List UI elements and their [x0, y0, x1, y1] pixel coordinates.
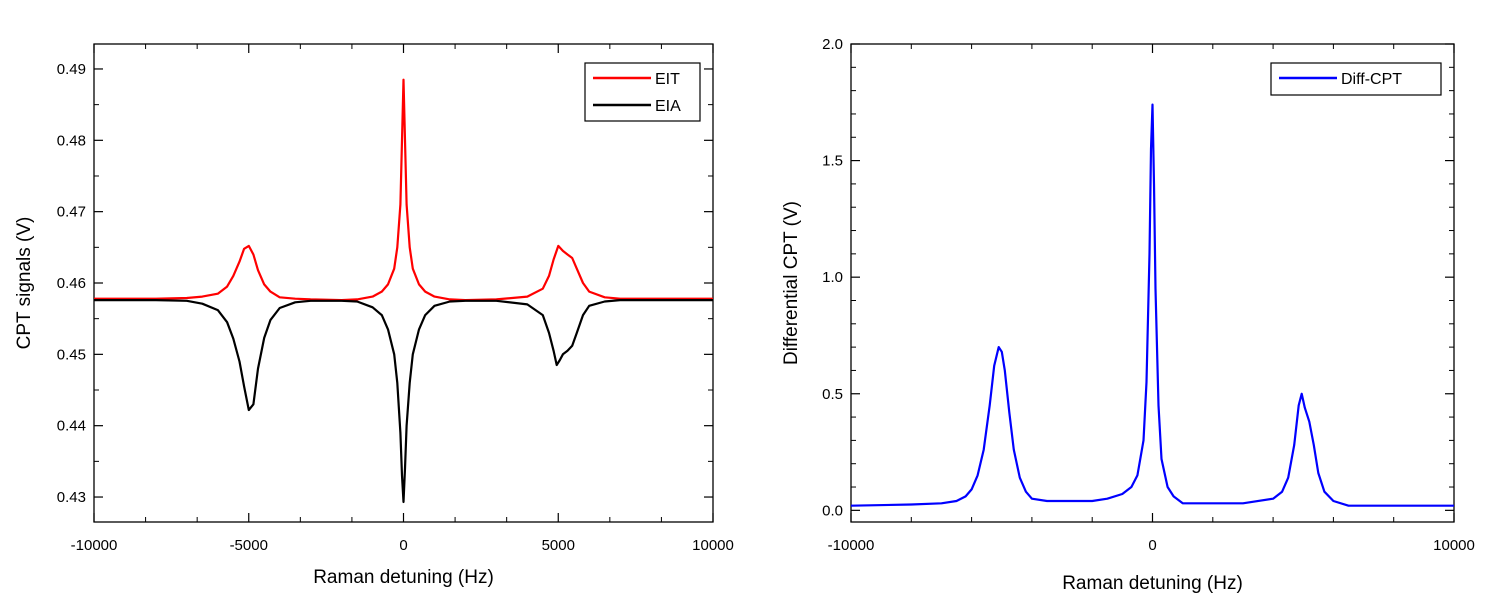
y-tick-label: 0.46	[57, 275, 86, 292]
y-tick-label: 0.5	[822, 386, 843, 403]
x-axis-title: Raman detuning (Hz)	[1062, 573, 1243, 594]
y-axis-title: CPT signals (V)	[14, 217, 35, 350]
y-tick-label: 2.0	[822, 36, 843, 53]
y-axis-title: Differential CPT (V)	[781, 201, 802, 365]
x-tick-label: -5000	[230, 537, 268, 554]
legend: EIT EIA	[584, 62, 701, 122]
x-axis-title: Raman detuning (Hz)	[313, 567, 494, 588]
x-tick-label: 0	[399, 537, 407, 554]
legend-label-eit: EIT	[655, 71, 680, 88]
series-line-diff-cpt	[850, 103, 1454, 507]
x-tick-label: 10000	[692, 537, 734, 554]
y-tick-label: 0.47	[57, 204, 86, 221]
y-tick-label: 1.0	[822, 269, 843, 286]
series-line-eia	[94, 299, 713, 504]
legend-box	[584, 62, 701, 122]
y-tick-label: 0.0	[822, 502, 843, 519]
right-chart-diff-cpt: -10000 0 10000 0.0 0.5 1.0 1.5 2.0 Raman detunin…	[781, 36, 1475, 594]
y-tick-label: 0.44	[57, 418, 86, 435]
series-line-eit	[94, 78, 713, 302]
x-tick-label: 10000	[1433, 537, 1475, 554]
x-tick-label: 5000	[542, 537, 575, 554]
x-tick-label: -10000	[828, 537, 875, 554]
y-tick-label: 0.45	[57, 346, 86, 363]
x-tick-label: 0	[1148, 537, 1156, 554]
legend-label-diff-cpt: Diff-CPT	[1341, 71, 1402, 88]
left-chart-eit-eia: -10000 -5000 0 5000 10000 0.43 0.44 0.45 0.46 0.4…	[14, 43, 734, 588]
y-tick-label: 1.5	[822, 153, 843, 170]
legend-label-eia: EIA	[655, 98, 681, 115]
y-tick-label: 0.49	[57, 61, 86, 78]
y-tick-label: 0.48	[57, 132, 86, 149]
y-tick-label: 0.43	[57, 489, 86, 506]
x-tick-label: -10000	[71, 537, 118, 554]
legend: Diff-CPT	[1270, 62, 1442, 96]
